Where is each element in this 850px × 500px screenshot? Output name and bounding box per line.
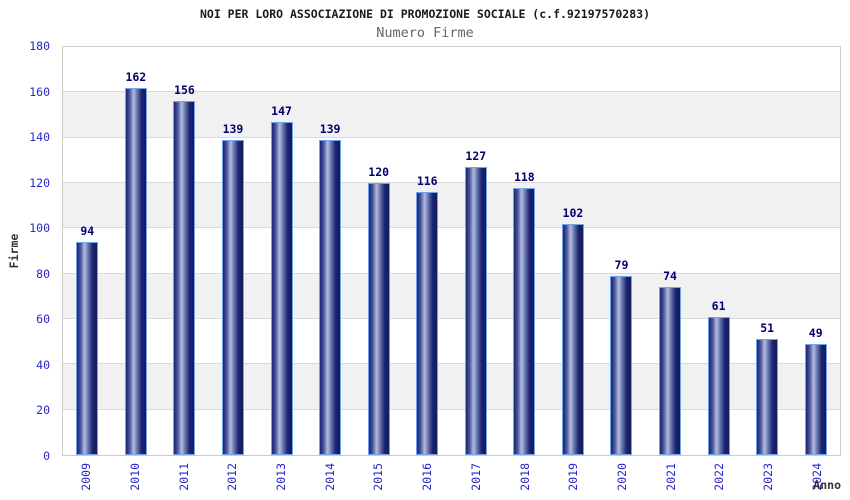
bar-value-label: 162 <box>125 69 147 84</box>
chart-subtitle: Numero Firme <box>376 25 474 41</box>
y-tick-label: 160 <box>29 84 50 99</box>
bar <box>221 139 244 455</box>
bar-value-label: 49 <box>808 325 823 340</box>
bar <box>270 121 293 455</box>
y-tick-label: 0 <box>43 449 50 463</box>
y-tick-label: 120 <box>29 175 50 190</box>
x-tick-label: 2019 <box>566 463 581 491</box>
bar-value-label: 116 <box>416 174 438 189</box>
bar <box>804 343 827 455</box>
bar-value-label: 94 <box>80 223 95 238</box>
bar <box>707 316 730 455</box>
plot-area: 94 162 156 139 147 139 120 116 127 118 102 79 74 61 51… <box>62 46 841 456</box>
bar <box>659 287 682 455</box>
bar-value-label: 118 <box>513 169 535 184</box>
bar-value-label: 102 <box>562 205 584 220</box>
bar-value-label: 79 <box>614 257 629 272</box>
x-tick-label: 2022 <box>712 463 727 491</box>
x-tick-label: 2011 <box>176 463 191 491</box>
y-axis-title: Firme <box>7 233 21 269</box>
y-tick-label: 40 <box>36 357 50 372</box>
bar-value-label: 156 <box>174 83 195 98</box>
bar <box>561 223 584 455</box>
x-tick-label: 2014 <box>322 463 337 491</box>
grid-band <box>63 47 840 93</box>
bars-container: 94 162 156 139 147 139 120 116 127 118 102 79 74 61 51… <box>63 47 840 455</box>
bar <box>124 87 147 455</box>
bar <box>319 139 342 455</box>
bar <box>416 192 439 455</box>
y-tick-label: 100 <box>29 221 50 236</box>
bar-value-label: 51 <box>760 321 775 336</box>
bar-value-label: 139 <box>319 121 341 136</box>
x-tick-label: 2017 <box>468 463 483 491</box>
bar-value-label: 120 <box>368 165 390 180</box>
x-tick-label: 2015 <box>371 463 386 491</box>
bar-value-label: 127 <box>465 149 487 164</box>
y-tick-label: 20 <box>36 403 50 418</box>
y-tick-label: 60 <box>36 312 50 327</box>
y-tick-label: 140 <box>29 130 50 145</box>
bar <box>76 241 99 455</box>
x-tick-label: 2018 <box>517 463 532 491</box>
bar-value-label: 74 <box>663 269 677 284</box>
x-tick-label: 2012 <box>225 463 240 491</box>
x-axis-title: Anno <box>813 478 841 492</box>
x-tick-label: 2023 <box>760 463 775 491</box>
x-tick-label: 2020 <box>614 463 629 491</box>
x-tick-label: 2013 <box>274 463 289 491</box>
bar <box>513 187 536 455</box>
bar <box>756 339 779 455</box>
bar-value-label: 61 <box>711 298 726 313</box>
bar-value-label: 139 <box>222 121 244 136</box>
x-tick-label: 2021 <box>663 463 678 491</box>
bar <box>367 183 390 455</box>
bar-value-label: 147 <box>271 103 292 118</box>
y-tick-label: 80 <box>36 266 50 281</box>
y-tick-label: 180 <box>29 39 50 53</box>
bar <box>610 275 633 455</box>
x-tick-label: 2009 <box>79 463 94 491</box>
x-tick-label: 2016 <box>420 463 435 491</box>
x-tick-label: 2010 <box>128 463 143 491</box>
bar <box>464 167 487 455</box>
bar <box>173 101 196 455</box>
chart-title: NOI PER LORO ASSOCIAZIONE DI PROMOZIONE … <box>199 7 651 21</box>
